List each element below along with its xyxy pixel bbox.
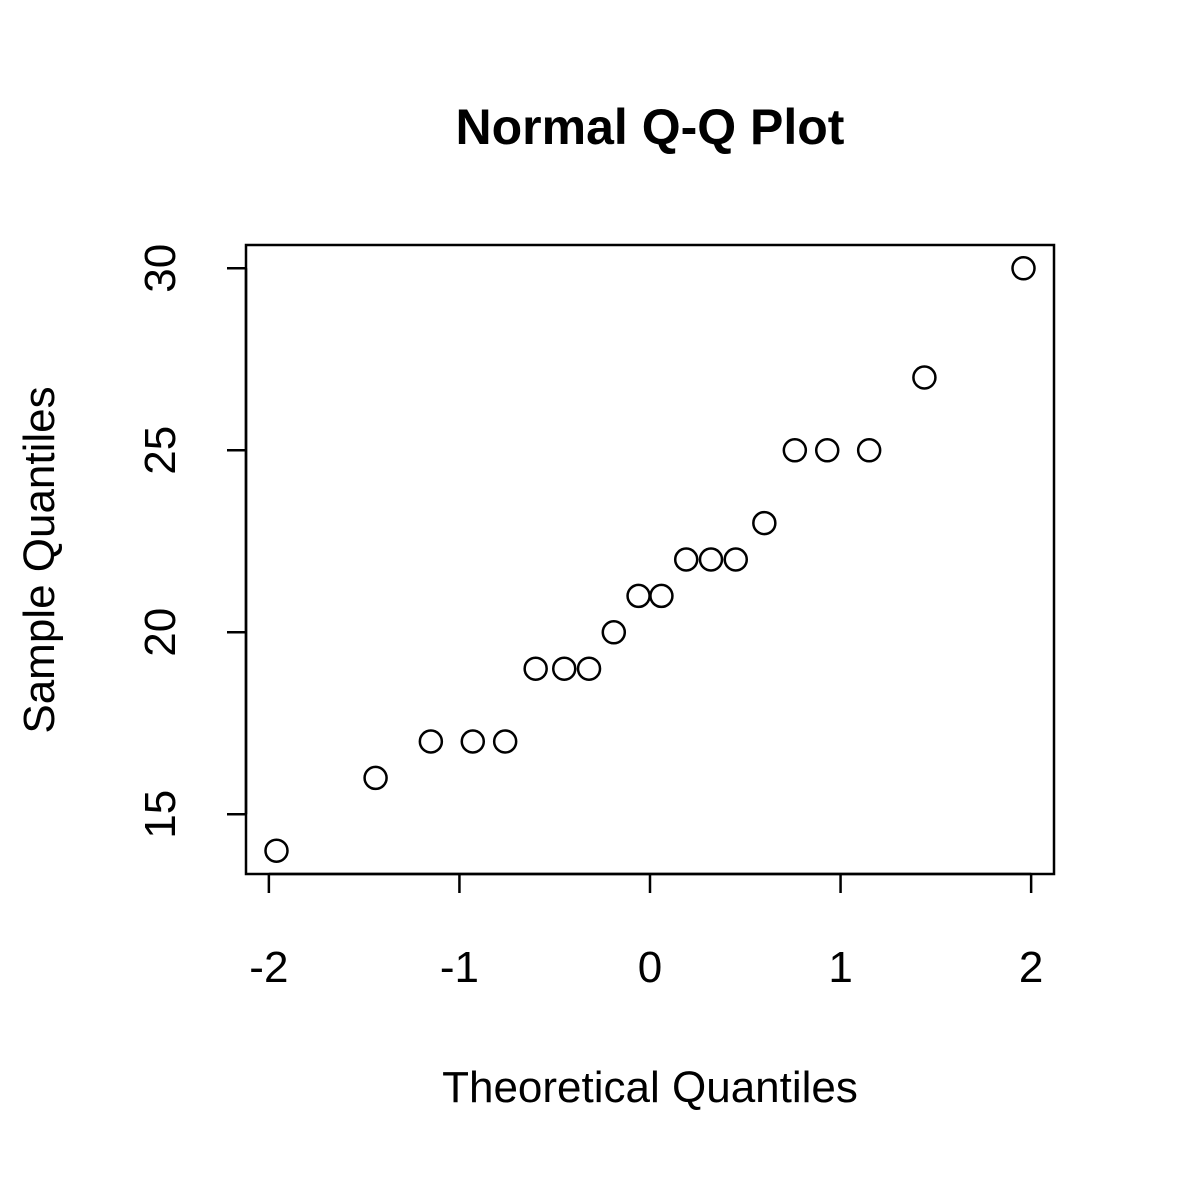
point [912, 365, 937, 390]
point [492, 729, 518, 754]
x-tick-label: 0 [638, 943, 662, 992]
x-tick-label: 1 [828, 943, 852, 992]
point [856, 438, 882, 463]
point [723, 547, 749, 572]
point [649, 583, 674, 609]
point [673, 547, 699, 572]
x-tick-label: -2 [249, 943, 288, 992]
point [363, 765, 388, 791]
point [576, 656, 602, 681]
x-tick-label: -1 [440, 943, 479, 992]
x-axis-label: Theoretical Quantiles [442, 1063, 858, 1112]
y-axis-label: Sample Quantiles [15, 386, 64, 733]
point [418, 729, 444, 754]
chart-title: Normal Q-Q Plot [456, 99, 845, 155]
point [551, 656, 577, 681]
point [752, 510, 777, 536]
point [1011, 256, 1036, 281]
y-tick-label: 15 [136, 790, 185, 839]
point [264, 838, 289, 863]
point [523, 656, 548, 681]
point [814, 438, 840, 463]
point [782, 438, 808, 463]
y-tick-label: 25 [136, 426, 185, 475]
point [460, 729, 486, 754]
y-tick-label: 20 [136, 608, 185, 657]
y-tick-label: 30 [136, 244, 185, 293]
x-tick-label: 2 [1019, 943, 1043, 992]
point [601, 620, 627, 645]
point [698, 547, 724, 572]
